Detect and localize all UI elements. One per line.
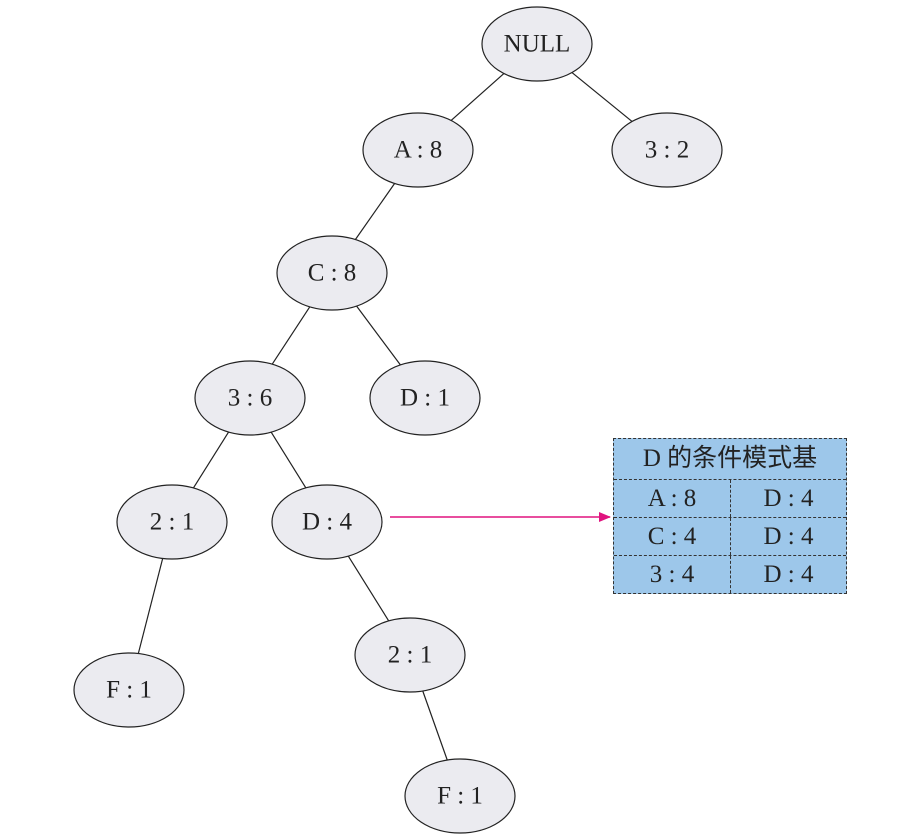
tree-node: 2 : 1 bbox=[354, 617, 466, 693]
table-title: D 的条件模式基 bbox=[614, 439, 846, 480]
tree-node: D : 1 bbox=[369, 360, 481, 436]
node-ellipse bbox=[481, 6, 593, 82]
tree-node: 3 : 2 bbox=[611, 112, 723, 188]
tree-edge bbox=[347, 555, 390, 622]
tree-edge bbox=[271, 306, 311, 365]
table-cell: D : 4 bbox=[763, 523, 814, 550]
node-label: 3 : 6 bbox=[228, 385, 272, 412]
tree-node: C : 8 bbox=[276, 235, 388, 311]
table-cell: D : 4 bbox=[763, 561, 814, 588]
tree-node: A : 8 bbox=[362, 112, 474, 188]
tree-node: NULL bbox=[481, 6, 593, 82]
node-ellipse bbox=[362, 112, 474, 188]
table-row: A : 8 D : 4 bbox=[614, 480, 846, 518]
tree-edge bbox=[192, 431, 230, 489]
table-cell: D : 4 bbox=[763, 485, 814, 512]
node-label: C : 8 bbox=[308, 260, 357, 287]
tree-node: F : 1 bbox=[73, 652, 185, 728]
tree-edge bbox=[354, 183, 396, 240]
node-ellipse bbox=[73, 652, 185, 728]
tree-edge bbox=[356, 305, 401, 366]
tree-node: F : 1 bbox=[404, 758, 516, 834]
tree-edge bbox=[450, 73, 505, 121]
node-ellipse bbox=[611, 112, 723, 188]
tree-edge bbox=[571, 72, 633, 122]
tree-node: 2 : 1 bbox=[116, 484, 228, 560]
table-row: 3 : 4 D : 4 bbox=[614, 556, 846, 593]
node-ellipse bbox=[194, 360, 306, 436]
node-ellipse bbox=[271, 484, 383, 560]
table-cell: 3 : 4 bbox=[614, 556, 731, 593]
tree-node: D : 4 bbox=[271, 484, 383, 560]
node-ellipse bbox=[276, 235, 388, 311]
node-ellipse bbox=[404, 758, 516, 834]
node-ellipse bbox=[116, 484, 228, 560]
tree-edge bbox=[422, 690, 448, 761]
node-label: 2 : 1 bbox=[150, 509, 194, 536]
node-ellipse bbox=[354, 617, 466, 693]
node-label: 2 : 1 bbox=[388, 642, 432, 669]
node-label: D : 4 bbox=[302, 509, 353, 536]
node-label: 3 : 2 bbox=[645, 137, 689, 164]
node-label: A : 8 bbox=[394, 137, 443, 164]
tree-edge bbox=[137, 558, 164, 654]
tree-edge bbox=[270, 431, 307, 489]
node-ellipse bbox=[369, 360, 481, 436]
table-row: C : 4 D : 4 bbox=[614, 518, 846, 556]
conditional-pattern-base-table: D 的条件模式基 A : 8 D : 4 C : 4 D : 4 3 : 4 D… bbox=[613, 438, 847, 594]
table-cell: A : 8 bbox=[614, 480, 731, 517]
tree-node: 3 : 6 bbox=[194, 360, 306, 436]
node-label: D : 1 bbox=[400, 385, 450, 412]
table-cell: C : 4 bbox=[614, 518, 731, 555]
node-label: F : 1 bbox=[437, 783, 483, 810]
node-label: NULL bbox=[504, 31, 571, 58]
node-label: F : 1 bbox=[106, 677, 152, 704]
